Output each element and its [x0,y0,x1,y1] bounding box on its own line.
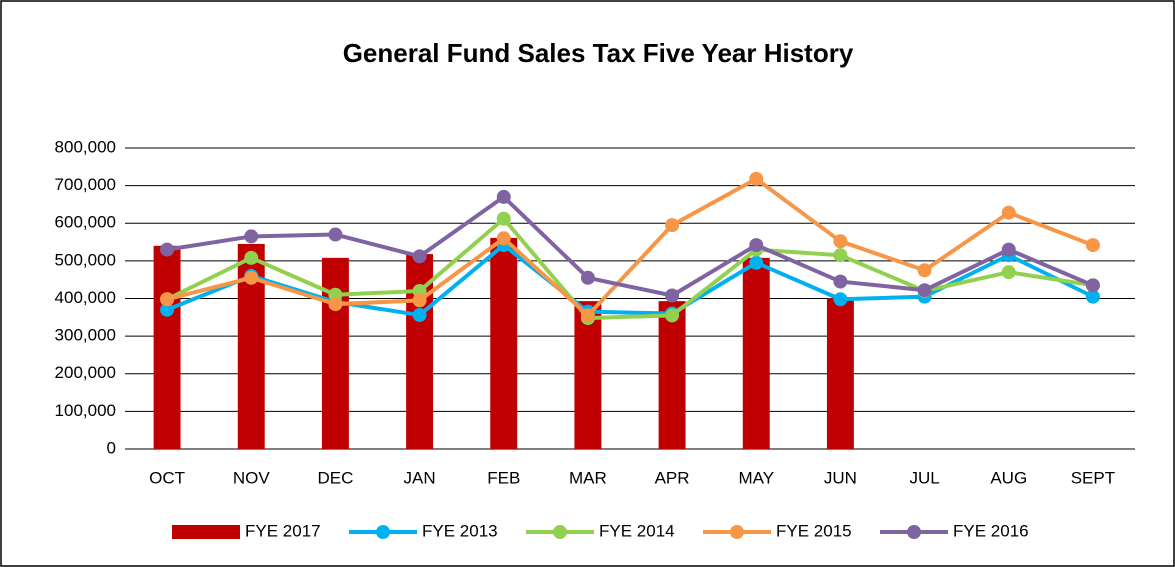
bar [826,298,854,449]
legend-swatch-marker [553,525,567,539]
line [166,176,1094,318]
marker [1001,205,1016,220]
y-tick-label: 100,000 [55,401,116,420]
marker [917,283,932,298]
legend-label: FYE 2015 [776,521,852,540]
y-tick-label: 400,000 [55,288,116,307]
marker [160,302,175,317]
marker [665,218,680,233]
y-tick-label: 300,000 [55,326,116,345]
legend-swatch-marker [376,525,390,539]
marker [1001,265,1016,280]
marker [665,288,680,303]
legend-label: FYE 2016 [953,521,1029,540]
marker [244,270,259,285]
marker [160,242,175,257]
y-tick-label: 200,000 [55,363,116,382]
marker [833,248,848,263]
marker [328,227,343,242]
marker [244,229,259,244]
marker [328,297,343,312]
marker [1001,242,1016,257]
marker [833,274,848,289]
x-tick-label: FEB [487,468,520,487]
x-tick-label: AUG [990,468,1027,487]
legend-label: FYE 2017 [245,521,321,540]
legend-swatch-marker [907,525,921,539]
marker [833,234,848,249]
y-tick-label: 600,000 [55,213,116,232]
marker [917,263,932,278]
y-tick-label: 800,000 [55,137,116,156]
x-tick-label: JAN [404,468,436,487]
marker [412,249,427,264]
x-tick-label: MAR [569,468,607,487]
legend-swatch-marker [730,525,744,539]
marker [412,293,427,308]
marker [244,250,259,265]
marker [665,308,680,323]
bar [490,237,518,449]
x-tick-label: DEC [317,468,353,487]
legend-swatch [172,525,240,539]
marker [412,308,427,323]
x-tick-label: JUN [824,468,857,487]
bar [742,257,770,449]
x-tick-label: SEPT [1071,468,1115,487]
marker [160,292,175,307]
marker [1085,289,1100,304]
bar [658,301,686,449]
bar [321,257,349,449]
marker [580,308,595,323]
marker [749,238,764,253]
bar [574,301,602,449]
chart-title: General Fund Sales Tax Five Year History [343,38,854,68]
marker [1085,278,1100,293]
bar [153,245,181,449]
line [166,216,1094,321]
x-tick-label: NOV [233,468,271,487]
x-tick-label: OCT [149,468,185,487]
marker [749,171,764,186]
marker [496,189,511,204]
marker [496,211,511,226]
marker [1085,238,1100,253]
legend-label: FYE 2013 [422,521,498,540]
x-tick-label: MAY [738,468,774,487]
y-tick-label: 0 [107,438,116,457]
marker [833,292,848,307]
x-tick-label: APR [655,468,690,487]
marker [749,255,764,270]
marker [580,270,595,285]
line [166,194,1094,298]
x-tick-label: JUL [909,468,939,487]
marker [496,231,511,246]
y-tick-label: 500,000 [55,250,116,269]
legend-label: FYE 2014 [599,521,675,540]
y-tick-label: 700,000 [55,175,116,194]
